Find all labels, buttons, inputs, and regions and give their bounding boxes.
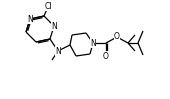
Text: Cl: Cl xyxy=(44,1,52,10)
Text: O: O xyxy=(114,31,120,40)
Text: N: N xyxy=(27,14,33,23)
Text: O: O xyxy=(103,51,109,60)
Text: N: N xyxy=(55,47,61,56)
Text: N: N xyxy=(51,21,57,30)
Text: N: N xyxy=(90,39,96,48)
